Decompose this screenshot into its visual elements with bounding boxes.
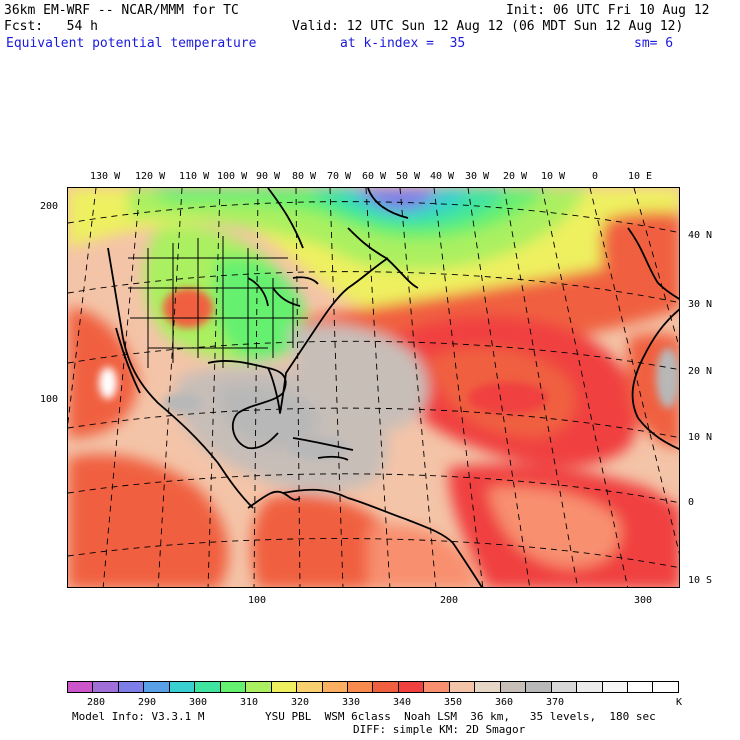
colorbar-swatch: [246, 682, 272, 692]
lat-label: 20 N: [688, 366, 713, 377]
colorbar-unit: K: [676, 697, 683, 708]
colorbar-swatch: [373, 682, 399, 692]
lat-label: 30 N: [688, 299, 713, 310]
colorbar-label: 330: [342, 697, 361, 708]
colorbar-swatch: [118, 682, 145, 692]
field-name: Equivalent potential temperature: [6, 36, 257, 51]
grid-y-label: 100: [40, 394, 59, 405]
colorbar-swatch: [271, 682, 298, 692]
lon-label: 100 W: [217, 171, 248, 182]
diffusion-info: DIFF: simple KM: 2D Smagor: [353, 723, 526, 736]
valid-time: Valid: 12 UTC Sun 12 Aug 12 (06 MDT Sun …: [292, 19, 684, 34]
forecast-hour: Fcst: 54 h: [4, 19, 98, 34]
grid-y-label: 200: [40, 201, 59, 212]
lon-label: 40 W: [430, 171, 455, 182]
colorbar-swatch: [475, 682, 501, 692]
colorbar-swatch: [577, 682, 603, 692]
model-title: 36km EM-WRF -- NCAR/MMM for TC: [4, 3, 239, 18]
colorbar-label: 300: [189, 697, 208, 708]
lat-label: 10 N: [688, 432, 713, 443]
colorbar-swatch: [195, 682, 221, 692]
colorbar-swatch: [424, 682, 450, 692]
state-borders: [128, 236, 308, 368]
lon-label: 10 W: [541, 171, 566, 182]
colorbar-label: 310: [240, 697, 259, 708]
colorbar-swatch: [398, 682, 425, 692]
colorbar-swatch: [653, 682, 678, 692]
colorbar-swatch: [627, 682, 654, 692]
theta-e-map: [67, 187, 680, 588]
lon-label: 120 W: [135, 171, 166, 182]
grid-x-label: 200: [440, 595, 459, 606]
colorbar-label: 320: [291, 697, 310, 708]
colorbar-swatch: [347, 682, 374, 692]
colorbar-swatch: [526, 682, 552, 692]
lat-label: 10 S: [688, 575, 713, 586]
colorbar-swatch: [322, 682, 348, 692]
model-info: Model Info: V3.3.1 M: [72, 710, 205, 723]
lon-label: 130 W: [90, 171, 121, 182]
colorbar-label: 360: [495, 697, 514, 708]
lon-label: 70 W: [327, 171, 352, 182]
map-canvas: [68, 188, 679, 587]
colorbar-swatch: [220, 682, 247, 692]
colorbar-swatch: [68, 682, 94, 692]
grid-x-label: 300: [634, 595, 653, 606]
coastlines: [107, 188, 679, 587]
lon-label: 50 W: [396, 171, 421, 182]
lon-label: 0: [592, 171, 599, 182]
colorbar-label: 280: [87, 697, 106, 708]
colorbar-label: 350: [444, 697, 463, 708]
colorbar-swatch: [93, 682, 119, 692]
graticule: [68, 188, 679, 587]
lon-label: 10 E: [628, 171, 653, 182]
grid-x-label: 100: [248, 595, 267, 606]
lon-label: 60 W: [362, 171, 387, 182]
colorbar-swatch: [144, 682, 170, 692]
lon-label: 20 W: [503, 171, 528, 182]
smoothing-label: sm= 6: [634, 36, 674, 51]
colorbar-label: 290: [138, 697, 157, 708]
lon-label: 90 W: [256, 171, 281, 182]
init-time: Init: 06 UTC Fri 10 Aug 12: [506, 3, 710, 18]
color-bar: [67, 681, 679, 693]
lon-label: 80 W: [292, 171, 317, 182]
colorbar-swatch: [297, 682, 323, 692]
lon-label: 30 W: [465, 171, 490, 182]
colorbar-swatch: [602, 682, 628, 692]
colorbar-label: 370: [546, 697, 565, 708]
level-label: at k-index = 35: [340, 36, 466, 51]
physics-info: YSU PBL WSM 6class Noah LSM 36 km, 35 le…: [265, 710, 656, 723]
colorbar-swatch: [500, 682, 527, 692]
colorbar-swatch: [169, 682, 196, 692]
lat-label: 0: [688, 497, 695, 508]
colorbar-swatch: [551, 682, 578, 692]
colorbar-label: 340: [393, 697, 412, 708]
lat-label: 40 N: [688, 230, 713, 241]
lon-label: 110 W: [179, 171, 210, 182]
colorbar-swatch: [449, 682, 476, 692]
